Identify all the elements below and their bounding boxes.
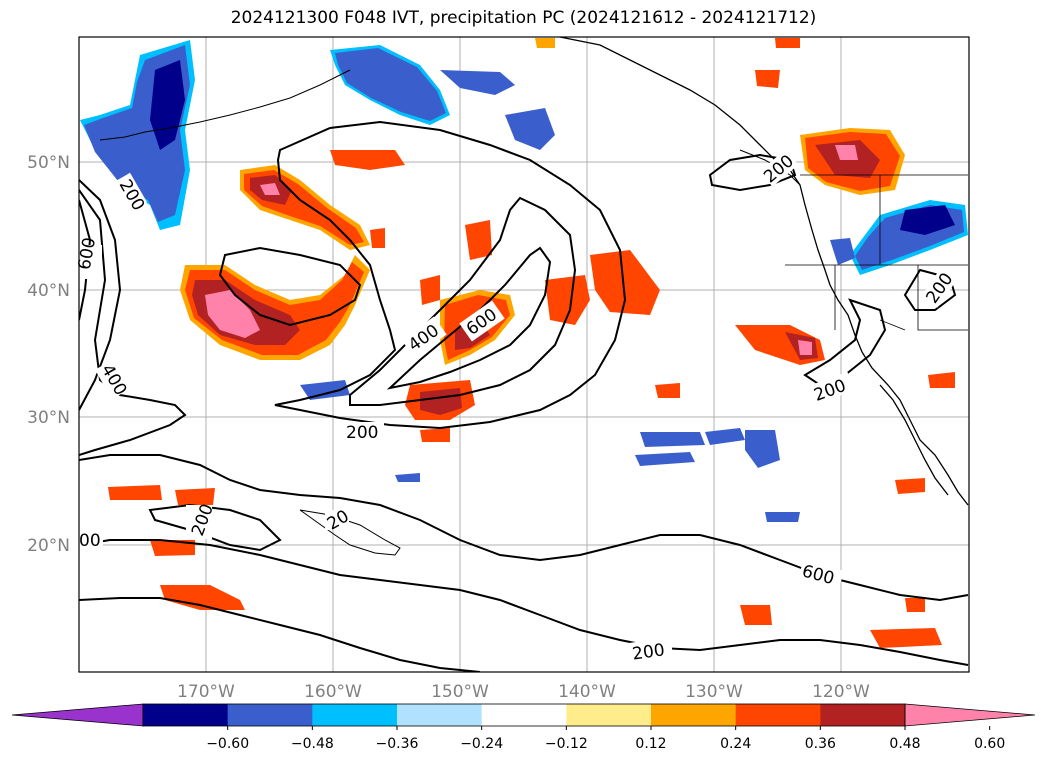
neg-area-aleutian-west-deep	[150, 60, 185, 150]
colorbar-tick-label: −0.12	[544, 736, 588, 752]
neg-area-nevada	[830, 238, 855, 265]
neg-area-gulf-2	[505, 108, 555, 150]
lon-label: 140°W	[558, 682, 616, 702]
pos-area-south-13	[905, 598, 925, 612]
colorbar-tick-label: 0.12	[635, 736, 667, 752]
lon-label: 160°W	[304, 682, 362, 702]
contour-200-west	[79, 179, 122, 411]
colorbar-segment	[397, 704, 483, 726]
lat-label: 50°N	[27, 153, 70, 173]
neg-area-subtropic-4	[635, 452, 695, 466]
pos-area-center-5	[465, 220, 492, 260]
contour-200-tropics-loop	[79, 539, 969, 666]
pos-area-south-2	[175, 488, 215, 505]
colorbar-extend-high	[904, 703, 1036, 727]
pos-area-south-12	[775, 38, 800, 48]
pos-area-north-1	[330, 150, 405, 170]
aleutian-islands	[99, 69, 351, 141]
neg-area-hawaii	[395, 473, 420, 482]
colorbar-tick-label: 0.24	[720, 736, 752, 752]
longitude-labels: 170°W 160°W 150°W 140°W 130°W 120°W	[177, 682, 870, 702]
north-america-coast	[559, 37, 969, 506]
pos-area-south-5	[870, 628, 942, 648]
neg-area-subtropic-3	[705, 428, 745, 445]
colorbar-extend-low	[11, 703, 144, 727]
contour-600-tropics	[79, 597, 481, 672]
pos-area-center-6	[420, 275, 440, 305]
pos-area-south-1	[108, 485, 162, 500]
pos-area-south-6	[895, 478, 925, 494]
lon-label: 170°W	[177, 682, 235, 702]
contour-600-center	[386, 246, 552, 390]
neg-area-subtropic-5	[765, 512, 800, 522]
lon-label: 130°W	[685, 682, 743, 702]
contour-200-main	[274, 120, 627, 430]
colorbar-segment	[820, 704, 906, 726]
colorbar-tick-label: −0.48	[290, 736, 334, 752]
map-frame-border	[78, 36, 970, 673]
colorbar-tick-label: −0.36	[375, 736, 419, 752]
lat-label: 20°N	[27, 536, 70, 556]
colorbar-segment	[227, 704, 313, 726]
state-boundaries	[785, 174, 968, 331]
pos-area-pnw-peak	[835, 145, 858, 160]
pos-area-center-4	[545, 275, 590, 325]
lon-label: 150°W	[431, 682, 489, 702]
colorbar-border	[142, 703, 906, 727]
colorbar-segment	[566, 704, 652, 726]
pos-area-center-3	[590, 250, 660, 315]
pos-area-west-band-peak	[205, 290, 260, 338]
contour-200-pnw	[708, 153, 797, 192]
contour-label: 200	[631, 640, 666, 664]
pos-area-south-4	[150, 540, 195, 556]
pos-area-calif-peak	[798, 340, 812, 355]
map-title: 2024121300 F048 IVT, precipitation PC (2…	[230, 8, 817, 28]
contour-label: 00	[79, 531, 101, 551]
contour-200-inner-west	[218, 246, 362, 327]
neg-area-midpac	[300, 380, 350, 400]
colorbar-tick-label: −0.60	[206, 736, 250, 752]
pos-area-south-11	[755, 70, 780, 88]
pos-area-south-7	[740, 605, 772, 625]
colorbar-tick-label: 0.36	[804, 736, 836, 752]
colorbar	[11, 703, 1036, 730]
contour-400-west	[79, 189, 187, 456]
colorbar-segment	[651, 704, 737, 726]
colorbar-tick-label: 0.60	[974, 736, 1006, 752]
neg-area-subtropic-1	[745, 430, 780, 468]
colorbar-tick-labels: −0.60 −0.48 −0.36 −0.24 −0.12 0.12 0.24 0.36 0.4…	[0, 736, 1047, 760]
lon-label: 120°W	[812, 682, 870, 702]
colorbar-segment	[481, 704, 567, 726]
colorbar-segment	[735, 704, 821, 726]
latitude-labels: 50°N 40°N 30°N 20°N	[27, 153, 70, 556]
contour-label: 200	[346, 423, 378, 443]
neg-area-gulf	[440, 70, 515, 95]
negative-anomaly-areas	[80, 40, 968, 522]
colorbar-tick-label: 0.48	[889, 736, 921, 752]
pos-area-south-9	[928, 372, 955, 388]
pos-area-south-8	[420, 428, 450, 442]
colorbar-segment	[143, 704, 229, 726]
contour-400-center	[349, 196, 577, 406]
colorbar-segment	[312, 704, 398, 726]
lat-label: 30°N	[27, 408, 70, 428]
pos-area-north-2	[370, 228, 385, 248]
pos-area-south-3	[160, 585, 245, 610]
colorbar-tick-label: −0.24	[460, 736, 504, 752]
neg-area-subtropic-2	[640, 432, 705, 447]
baja-peninsula	[879, 384, 949, 496]
pos-area-center-2-core	[420, 388, 462, 415]
neg-area-alaska-south-core	[335, 48, 446, 121]
pos-area-south-14	[535, 38, 555, 48]
lat-label: 40°N	[27, 281, 70, 301]
pos-area-northwest-band-peak	[260, 183, 280, 195]
neg-area-interior-west-deep	[900, 205, 955, 235]
pos-area-south-10	[655, 383, 680, 398]
